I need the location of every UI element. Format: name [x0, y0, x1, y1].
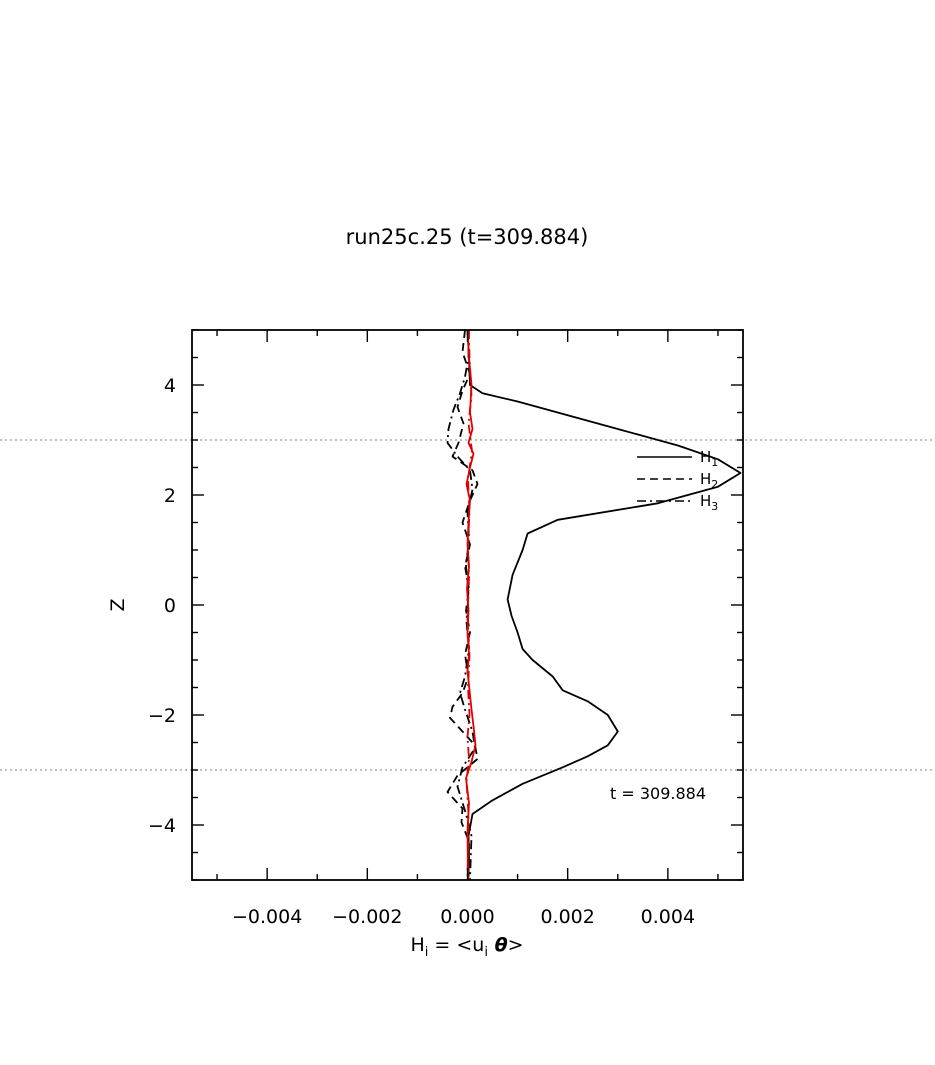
- y-tick-label: 0: [164, 595, 176, 617]
- legend-label-0: H1: [700, 448, 718, 469]
- plot-frame: [191, 329, 744, 881]
- x-axis-label-eq: = <u: [428, 934, 484, 956]
- y-tick-label: 2: [164, 485, 176, 507]
- x-axis-label-theta: θ: [488, 934, 508, 956]
- series-line-1: [446, 329, 479, 881]
- chart-title: run25c.25 (t=309.884): [346, 225, 589, 249]
- axis-ticks: [192, 329, 743, 881]
- y-tick-label: −4: [148, 815, 176, 837]
- legend-label-2: H3: [700, 492, 718, 513]
- legend-label-1: H2: [700, 470, 718, 491]
- series-line-3: [465, 329, 477, 881]
- series-line-0: [466, 329, 742, 881]
- x-tick-label: 0.000: [440, 906, 494, 928]
- series-line-4: [465, 329, 473, 881]
- time-annotation: t = 309.884: [610, 784, 706, 803]
- y-tick-label: −2: [148, 705, 176, 727]
- x-tick-label: 0.004: [641, 906, 695, 928]
- x-tick-label: 0.002: [540, 906, 594, 928]
- tick-labels: −0.004 −0.002 0.000 0.002 0.004 −4 −2 0 2 4: [148, 375, 695, 928]
- x-axis-label-sub: i: [425, 945, 429, 960]
- y-tick-label: 4: [164, 375, 176, 397]
- series-group: [446, 329, 742, 881]
- x-axis-label-sub2: i: [484, 945, 488, 960]
- y-axis-label: Z: [107, 598, 129, 611]
- x-tick-label: −0.004: [232, 906, 302, 928]
- x-tick-label: −0.002: [332, 906, 402, 928]
- x-axis-label-close: >: [508, 934, 524, 956]
- reference-lines: [0, 439, 935, 771]
- x-axis-label-main: H: [410, 934, 424, 956]
- x-axis-label: Hi = <ui θ>: [410, 934, 523, 960]
